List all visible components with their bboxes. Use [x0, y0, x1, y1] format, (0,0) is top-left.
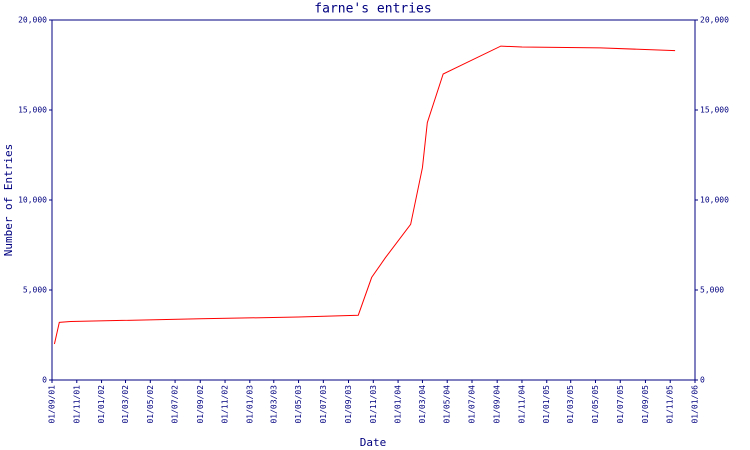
x-tick-label: 01/03/02: [121, 385, 130, 424]
x-tick-label: 01/11/03: [369, 385, 378, 424]
chart-title: farne's entries: [314, 2, 431, 17]
x-tick-label: 01/05/05: [591, 385, 600, 424]
x-tick-label: 01/09/05: [641, 385, 650, 424]
x-tick-label: 01/11/04: [517, 385, 526, 424]
x-tick-label: 01/05/03: [294, 385, 303, 424]
x-tick-label: 01/11/01: [72, 385, 81, 424]
x-tick-label: 01/11/02: [221, 385, 230, 424]
x-tick-label: 01/01/05: [542, 385, 551, 424]
y2-tick-label: 20,000: [700, 16, 729, 25]
x-tick-label: 01/03/03: [269, 385, 278, 424]
x-tick-label: 01/01/02: [97, 385, 106, 424]
x-tick-label: 01/11/05: [666, 385, 675, 424]
x-tick-label: 01/01/04: [394, 385, 403, 424]
x-tick-label: 01/09/02: [196, 385, 205, 424]
y-tick-label: 0: [42, 376, 47, 385]
x-tick-label: 01/07/03: [319, 385, 328, 424]
y2-tick-label: 15,000: [700, 106, 729, 115]
x-tick-label: 01/03/05: [566, 385, 575, 424]
x-tick-label: 01/01/03: [245, 385, 254, 424]
y-axis-label: Number of Entries: [2, 144, 15, 257]
y-tick-label: 20,000: [18, 16, 47, 25]
x-tick-label: 01/07/02: [171, 385, 180, 424]
x-tick-label: 01/07/04: [468, 385, 477, 424]
x-tick-label: 01/01/06: [691, 385, 700, 424]
y-tick-label: 15,000: [18, 106, 47, 115]
x-tick-label: 01/09/03: [344, 385, 353, 424]
x-tick-label: 01/05/04: [443, 385, 452, 424]
x-tick-label: 01/03/04: [418, 385, 427, 424]
y2-tick-label: 10,000: [700, 196, 729, 205]
x-tick-label: 01/09/01: [48, 385, 57, 424]
y-tick-label: 5,000: [23, 286, 47, 295]
x-tick-label: 01/05/02: [146, 385, 155, 424]
y2-tick-label: 0: [700, 376, 705, 385]
y-tick-label: 10,000: [18, 196, 47, 205]
data-line: [53, 45, 676, 345]
x-tick-label: 01/07/05: [616, 385, 625, 424]
x-tick-label: 01/09/04: [493, 385, 502, 424]
y2-tick-label: 5,000: [700, 286, 724, 295]
x-axis-label: Date: [360, 436, 387, 449]
